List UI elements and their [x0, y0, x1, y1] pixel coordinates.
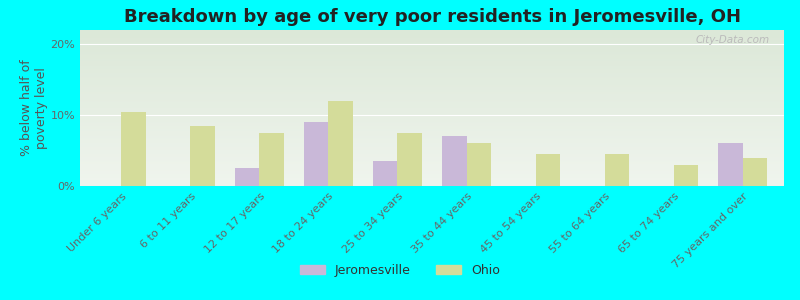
Bar — [442, 136, 466, 186]
Bar — [466, 143, 490, 186]
Bar — [374, 161, 398, 186]
Bar — [718, 143, 742, 186]
Bar — [535, 154, 560, 186]
Bar — [605, 154, 629, 186]
Bar — [674, 165, 698, 186]
Text: City-Data.com: City-Data.com — [696, 35, 770, 45]
Y-axis label: % below half of
poverty level: % below half of poverty level — [20, 60, 48, 156]
Title: Breakdown by age of very poor residents in Jeromesville, OH: Breakdown by age of very poor residents … — [123, 8, 741, 26]
Bar — [398, 133, 422, 186]
Bar — [304, 122, 329, 186]
Bar — [259, 133, 284, 186]
Bar — [235, 168, 259, 186]
Bar — [190, 126, 214, 186]
Bar — [329, 101, 353, 186]
Bar — [122, 112, 146, 186]
Bar — [742, 158, 766, 186]
Legend: Jeromesville, Ohio: Jeromesville, Ohio — [295, 259, 505, 282]
